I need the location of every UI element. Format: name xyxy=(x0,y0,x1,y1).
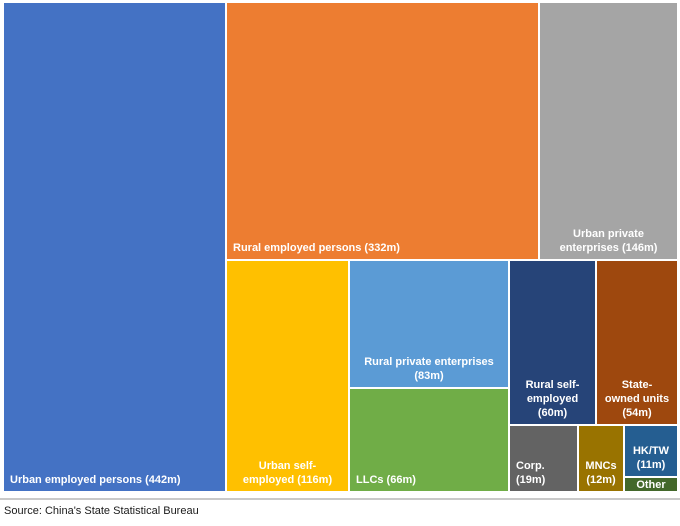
divider-line xyxy=(0,498,680,500)
treemap-tile-other[interactable]: Other xyxy=(625,478,677,491)
treemap-tile-hk-tw[interactable]: HK/TW (11m) xyxy=(625,426,677,476)
source-note: Source: China's State Statistical Bureau xyxy=(4,505,199,517)
tile-label-urban-self-employed: Urban self-employed (116m) xyxy=(242,460,333,486)
tile-label-llcs: LLCs (66m) xyxy=(356,474,416,486)
tile-label-urban-private-enterprises: Urban private enterprises (146m) xyxy=(559,228,658,254)
treemap-tile-state-owned-units[interactable]: State-owned units (54m) xyxy=(597,261,677,424)
treemap-tile-urban-private-enterprises[interactable]: Urban private enterprises (146m) xyxy=(540,3,677,259)
tile-label-other: Other xyxy=(636,479,666,491)
tile-label-mncs: MNCs (12m) xyxy=(585,460,617,486)
treemap-tile-mncs[interactable]: MNCs (12m) xyxy=(579,426,623,491)
tile-label-rural-private-enterprises: Rural private enterprises (83m) xyxy=(364,356,494,382)
treemap-tile-rural-private-enterprises[interactable]: Rural private enterprises (83m) xyxy=(350,261,508,387)
tile-label-rural-employed: Rural employed persons (332m) xyxy=(233,242,400,254)
treemap-tile-llcs[interactable]: LLCs (66m) xyxy=(350,389,508,491)
tile-label-corp: Corp. (19m) xyxy=(516,460,546,486)
treemap: Urban employed persons (442m) Rural emplo… xyxy=(4,3,677,491)
treemap-tile-corp[interactable]: Corp. (19m) xyxy=(510,426,577,491)
treemap-tile-urban-self-employed[interactable]: Urban self-employed (116m) xyxy=(227,261,348,491)
treemap-tile-rural-self-employed[interactable]: Rural self-employed (60m) xyxy=(510,261,595,424)
tile-label-hk-tw: HK/TW (11m) xyxy=(632,445,670,471)
tile-label-state-owned-units: State-owned units (54m) xyxy=(604,379,670,419)
tile-label-urban-employed: Urban employed persons (442m) xyxy=(10,474,181,486)
treemap-tile-rural-employed[interactable]: Rural employed persons (332m) xyxy=(227,3,538,259)
tile-label-rural-self-employed: Rural self-employed (60m) xyxy=(525,379,580,419)
treemap-tile-urban-employed[interactable]: Urban employed persons (442m) xyxy=(4,3,225,491)
